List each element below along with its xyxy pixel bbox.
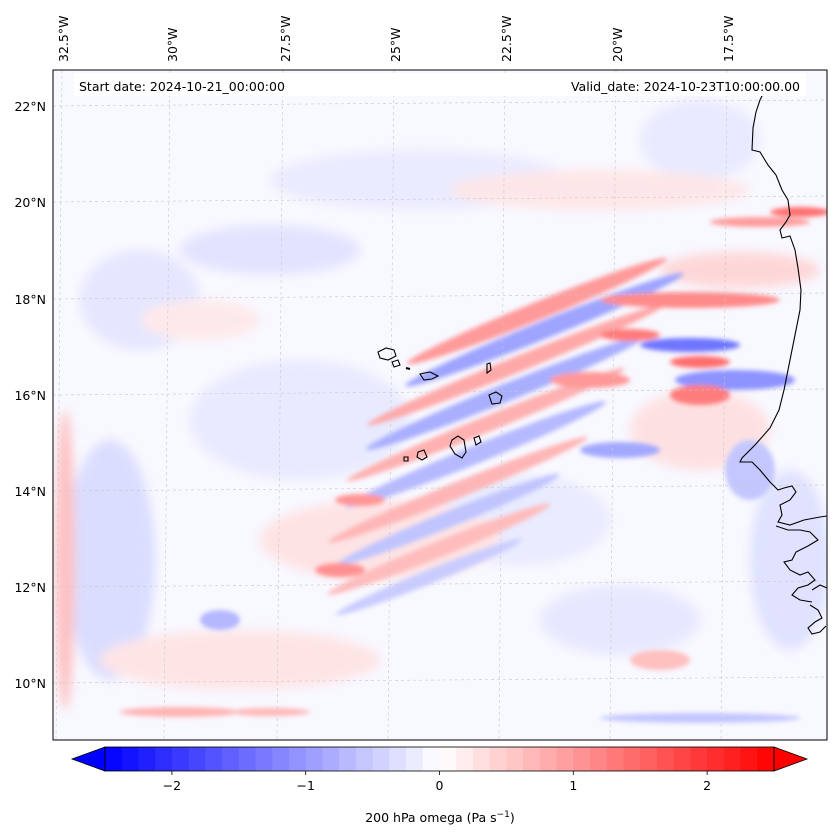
colorbar-segment — [222, 747, 240, 771]
colorbar-segment — [556, 747, 574, 771]
meridian-gridline — [55, 70, 63, 740]
colorbar-label: 200 hPa omega (Pa s−1) — [365, 810, 515, 825]
longitude-labels: 32.5°W 30°W 27.5°W 25°W 22.5°W 20°W 17.5… — [56, 16, 736, 62]
colorbar-segment — [188, 747, 206, 771]
boa-vista-island — [488, 391, 503, 405]
colorbar-segment — [288, 747, 307, 771]
colorbar-segment — [690, 747, 708, 771]
colorbar-high-extension — [773, 746, 809, 772]
start-date-label: Start date: 2024-10-21_00:00:00 — [79, 79, 285, 94]
meridian-gridline — [720, 70, 728, 740]
maio-island — [473, 435, 482, 446]
meridian-gridline — [609, 70, 617, 740]
lat-label-16n: 16°N — [14, 388, 46, 403]
colorbar-segment — [372, 747, 390, 771]
colorbar-segment — [406, 747, 424, 771]
colorbar-low-extension — [70, 746, 106, 772]
colorbar-segment — [255, 747, 273, 771]
sao-nicolau-island — [419, 371, 440, 381]
meridian-gridline — [276, 70, 284, 740]
lon-label-30w: 30°W — [165, 27, 180, 62]
colorbar-segment — [339, 747, 357, 771]
colorbar-segment — [272, 747, 290, 771]
colorbar: −2 −1 0 1 2 200 hPa omega (Pa s−1) — [70, 746, 809, 825]
map-gridlines — [53, 70, 827, 740]
meridian-gridline — [498, 70, 506, 740]
colorbar-tick-label: 1 — [569, 778, 577, 793]
sao-vicente-island — [391, 359, 401, 368]
lat-label-18n: 18°N — [14, 292, 46, 307]
colorbar-segment — [523, 747, 541, 771]
colorbar-segment — [707, 747, 725, 771]
colorbar-segment — [623, 747, 641, 771]
colorbar-segment — [539, 747, 558, 771]
lat-label-10n: 10°N — [14, 676, 46, 691]
colorbar-segment — [121, 747, 140, 771]
colorbar-tick-label: −2 — [163, 778, 181, 793]
meridian-gridline — [163, 70, 171, 740]
colorbar-segment — [155, 747, 173, 771]
map-border — [52, 69, 828, 741]
colorbar-segment — [506, 747, 524, 771]
header-background — [74, 73, 806, 96]
lat-label-22n: 22°N — [14, 99, 46, 114]
colorbar-segments — [105, 747, 775, 771]
latitude-labels: 22°N 20°N 18°N 16°N 14°N 12°N 10°N — [14, 99, 46, 691]
colorbar-tick-label: 2 — [703, 778, 711, 793]
colorbar-tick-label: 0 — [436, 778, 444, 793]
omega-field — [55, 100, 827, 723]
meridian-gridline — [387, 70, 395, 740]
colorbar-segment — [673, 747, 691, 771]
colorbar-segment — [322, 747, 340, 771]
colorbar-segment — [205, 747, 223, 771]
colorbar-segment — [740, 747, 758, 771]
colorbar-segment — [171, 747, 190, 771]
colorbar-segment — [138, 747, 156, 771]
colorbar-segment — [238, 747, 257, 771]
lat-label-14n: 14°N — [14, 484, 46, 499]
colorbar-segment — [422, 747, 441, 771]
colorbar-segment — [305, 747, 324, 771]
colorbar-segment — [590, 747, 608, 771]
colorbar-segment — [456, 747, 474, 771]
colorbar-segment — [573, 747, 591, 771]
brava-island — [403, 456, 409, 462]
colorbar-segment — [757, 747, 775, 771]
colorbar-segment — [723, 747, 742, 771]
fogo-island — [416, 449, 428, 461]
coastlines — [377, 83, 827, 635]
colorbar-segment — [389, 747, 407, 771]
lat-label-20n: 20°N — [14, 195, 46, 210]
colorbar-segment — [640, 747, 658, 771]
colorbar-segment — [439, 747, 457, 771]
lon-label-27-5w: 27.5°W — [278, 16, 293, 62]
lat-label-12n: 12°N — [14, 580, 46, 595]
colorbar-segment — [489, 747, 508, 771]
sal-island — [486, 362, 492, 375]
colorbar-segment — [606, 747, 625, 771]
colorbar-ticks: −2 −1 0 1 2 — [163, 771, 711, 793]
west-africa-coastline — [739, 83, 827, 526]
colorbar-segment — [656, 747, 675, 771]
colorbar-segment — [355, 747, 374, 771]
lon-label-20w: 20°W — [610, 27, 625, 62]
colorbar-segment — [472, 747, 491, 771]
lon-label-32-5w: 32.5°W — [56, 16, 71, 62]
lon-label-22-5w: 22.5°W — [499, 16, 514, 62]
valid-date-label: Valid_date: 2024-10-23T10:00:00.00 — [571, 79, 800, 94]
lon-label-17-5w: 17.5°W — [721, 16, 736, 62]
santo-antao-island — [377, 347, 397, 361]
santiago-island — [449, 435, 467, 459]
lon-label-25w: 25°W — [388, 27, 403, 62]
colorbar-tick-label: −1 — [296, 778, 314, 793]
colorbar-segment — [105, 747, 123, 771]
